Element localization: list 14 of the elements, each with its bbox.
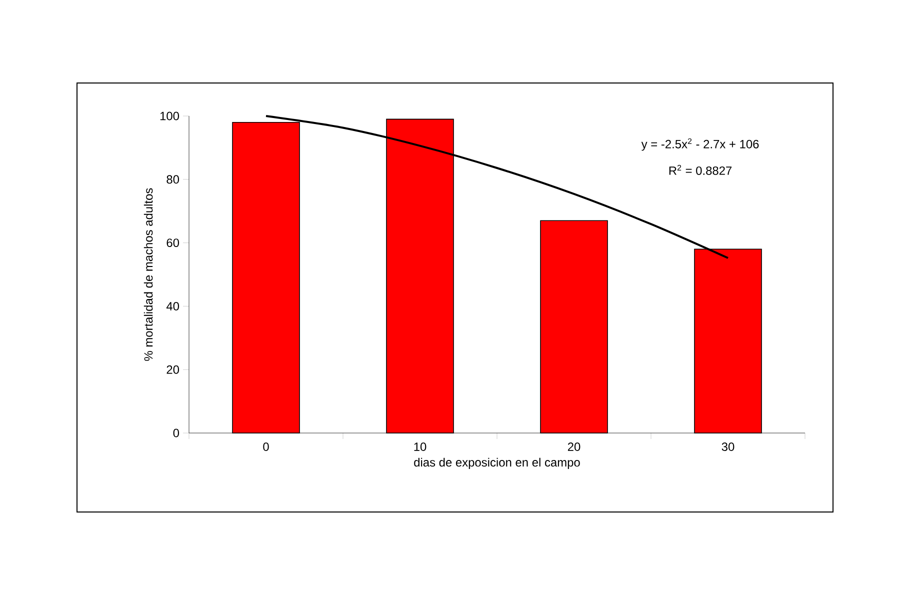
x-tick-label: 10 xyxy=(414,442,426,451)
x-tick-label: 0 xyxy=(263,442,269,451)
annotation: R$^{2}$ = 0.8827 xyxy=(669,164,732,175)
y-tick-label: 80 xyxy=(166,175,180,184)
y-tick-label: 20 xyxy=(166,365,180,374)
y-tick-label: 60 xyxy=(166,238,180,248)
annotation: y = -2.5x$^{2}$ - 2.7x + 106 xyxy=(641,138,759,151)
y-tick-label: 100 xyxy=(160,112,180,120)
y-tick-label: 0 xyxy=(173,428,180,438)
y-axis-title: % mortalidad de machos adultos xyxy=(144,188,153,361)
y-tick-label: 40 xyxy=(166,302,180,310)
x-axis-title: dias de exposicion en el campo xyxy=(414,458,580,469)
x-tick-label: 20 xyxy=(568,442,580,451)
x-tick-label: 30 xyxy=(722,442,734,451)
